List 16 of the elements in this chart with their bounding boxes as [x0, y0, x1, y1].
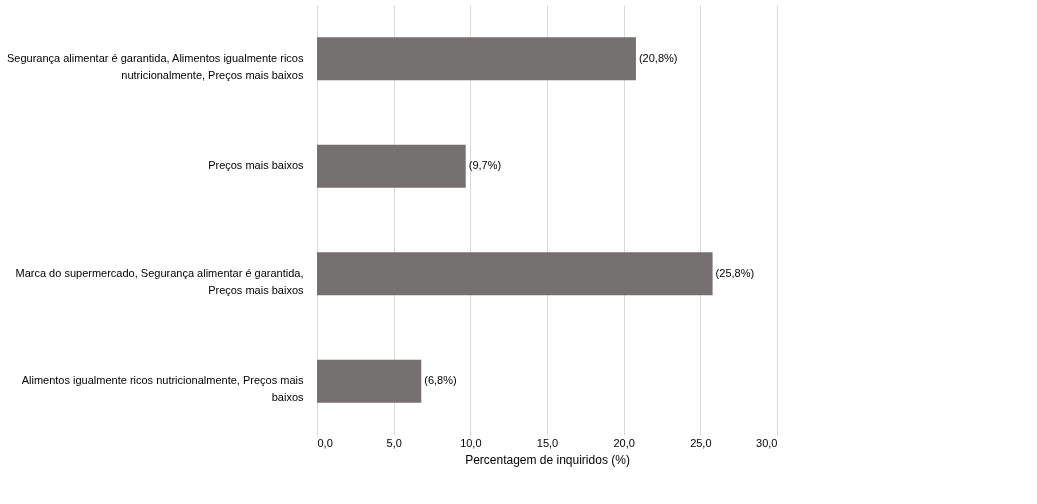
x-tick-label: 5,0 — [386, 436, 402, 449]
x-tick-label: 10,0 — [460, 436, 482, 449]
y-tick-label: Preços mais baixos — [208, 159, 304, 172]
data-label: (9,7%) — [468, 159, 502, 172]
x-tick-label: 0,0 — [317, 436, 333, 449]
y-tick-label: Marca do supermercado, Segurança alimentar é garantida, Preços mais baixos — [15, 266, 304, 296]
x-tick-label: 25,0 — [690, 436, 712, 449]
x-tick-label: 30,0 — [756, 436, 778, 449]
x-tick-label: 20,0 — [613, 436, 635, 449]
y-tick-label: Alimentos igualmente ricos nutricionalmente, Preços mais baixos — [21, 374, 304, 404]
y-tick-label: Segurança alimentar é garantida, Alimentos igualmente ricos nutricionalmente, Preços mais baixos — [6, 51, 304, 81]
x-tick-label: 15,0 — [536, 436, 559, 449]
data-label: (25,8%) — [715, 266, 755, 279]
data-label: (6,8%) — [424, 374, 457, 387]
data-label: (20,8%) — [638, 51, 678, 64]
x-axis-title: Percentagem de inquiridos (%) — [465, 452, 630, 467]
